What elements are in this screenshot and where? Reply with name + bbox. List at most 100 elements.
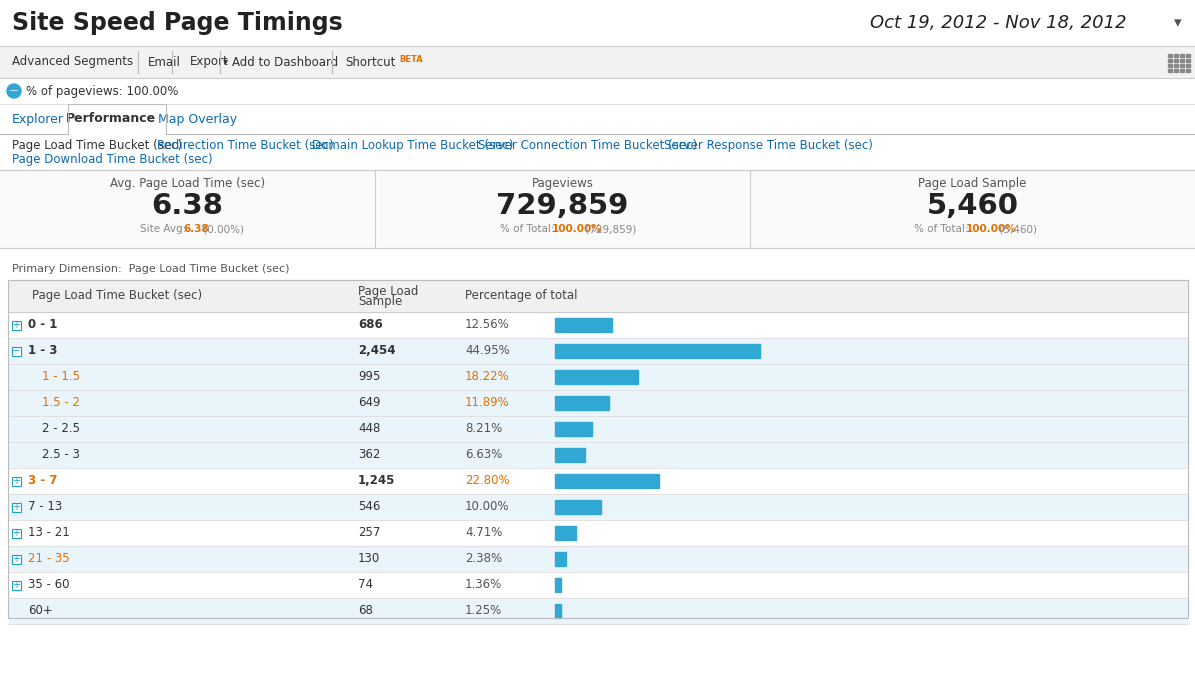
Text: 546: 546 [358,500,380,514]
Text: —: — [10,86,18,95]
Text: Page Download Time Bucket (sec): Page Download Time Bucket (sec) [12,154,213,167]
Bar [554,578,562,591]
Text: % of pageviews: 100.00%: % of pageviews: 100.00% [26,85,178,97]
Bar [12,555,22,564]
Text: 7 - 13: 7 - 13 [27,500,62,514]
Text: ▾: ▾ [1175,15,1182,31]
Bar [554,500,601,514]
Bar [1168,69,1172,72]
Bar [1179,54,1184,57]
Text: % of Total:: % of Total: [914,224,973,234]
Text: 18.22%: 18.22% [465,370,510,384]
Bar [554,396,609,410]
Bar [1168,54,1172,57]
Text: 1,245: 1,245 [358,475,396,487]
Text: Page Load Sample: Page Load Sample [918,177,1027,190]
Text: Domain Lookup Time Bucket (sec): Domain Lookup Time Bucket (sec) [312,138,514,152]
Bar [10,338,1188,364]
Bar [10,416,1188,442]
Bar [10,468,1188,494]
Text: 686: 686 [358,318,382,332]
Text: 2.38%: 2.38% [465,553,502,566]
Bar [12,528,22,537]
Text: Map Overlay: Map Overlay [158,113,237,126]
Bar [68,104,166,134]
Bar [554,318,612,332]
Bar [0,258,1195,280]
Text: 74: 74 [358,578,373,591]
Text: 2.5 - 3: 2.5 - 3 [42,448,80,461]
Text: 68: 68 [358,605,373,617]
Text: 1 - 3: 1 - 3 [27,345,57,357]
Bar [554,474,658,488]
Bar [0,248,1195,258]
Bar [1179,69,1184,72]
Bar [10,442,1188,468]
Bar [0,170,1195,248]
Text: 12.56%: 12.56% [465,318,510,332]
Text: 1.25%: 1.25% [465,605,502,617]
Bar [1179,63,1184,67]
Text: 1.36%: 1.36% [465,578,502,591]
Bar [1185,54,1190,57]
Text: 6.38: 6.38 [152,192,223,220]
Text: 130: 130 [358,553,380,566]
Text: 729,859: 729,859 [496,192,629,220]
Text: Sample: Sample [358,295,403,309]
Bar [10,520,1188,546]
Text: 649: 649 [358,397,380,409]
Text: Shortcut: Shortcut [345,56,396,69]
Text: 0 - 1: 0 - 1 [27,318,57,332]
Text: Export: Export [190,56,228,69]
Text: 257: 257 [358,527,380,539]
Bar [1173,54,1178,57]
Bar [554,526,576,540]
Text: 4.71%: 4.71% [465,527,502,539]
Text: 362: 362 [358,448,380,461]
Text: 6.38: 6.38 [183,224,209,234]
Text: Advanced Segments: Advanced Segments [12,56,133,69]
Text: Primary Dimension:  Page Load Time Bucket (sec): Primary Dimension: Page Load Time Bucket… [12,264,289,274]
Text: BETA: BETA [399,56,423,65]
Text: ▾: ▾ [220,57,228,67]
Text: 1 - 1.5: 1 - 1.5 [42,370,80,384]
Text: 3 - 7: 3 - 7 [27,475,57,487]
Text: 21 - 35: 21 - 35 [27,553,69,566]
Text: 22.80%: 22.80% [465,475,509,487]
Text: 100.00%: 100.00% [552,224,602,234]
Bar [1173,58,1178,62]
Text: 5,460: 5,460 [926,192,1018,220]
Text: +: + [12,476,20,486]
Text: Percentage of total: Percentage of total [465,290,577,302]
Bar [554,423,593,436]
Bar [10,598,1188,624]
Bar [12,580,22,589]
Bar [10,280,1188,312]
Bar [10,546,1188,572]
Bar [554,553,566,566]
Bar [12,477,22,486]
Text: 100.00%: 100.00% [966,224,1017,234]
Text: Site Speed Page Timings: Site Speed Page Timings [12,11,343,35]
Text: 60+: 60+ [27,605,53,617]
Text: Page Load Time Bucket (sec): Page Load Time Bucket (sec) [12,138,182,152]
Text: 448: 448 [358,423,380,436]
Bar [12,320,22,329]
Bar [10,572,1188,598]
Bar [10,364,1188,390]
Text: Redirection Time Bucket (sec): Redirection Time Bucket (sec) [157,138,333,152]
Text: 11.89%: 11.89% [465,397,510,409]
Bar [0,0,1195,46]
Bar [12,502,22,512]
Text: Email: Email [148,56,180,69]
Bar [554,344,760,358]
Bar [1168,58,1172,62]
Text: % of Total:: % of Total: [501,224,558,234]
Text: 10.00%: 10.00% [465,500,509,514]
Bar [1179,58,1184,62]
Bar [0,78,1195,104]
Text: Server Response Time Bucket (sec): Server Response Time Bucket (sec) [664,138,874,152]
Bar [1173,63,1178,67]
Bar [1185,69,1190,72]
Bar [554,370,638,384]
